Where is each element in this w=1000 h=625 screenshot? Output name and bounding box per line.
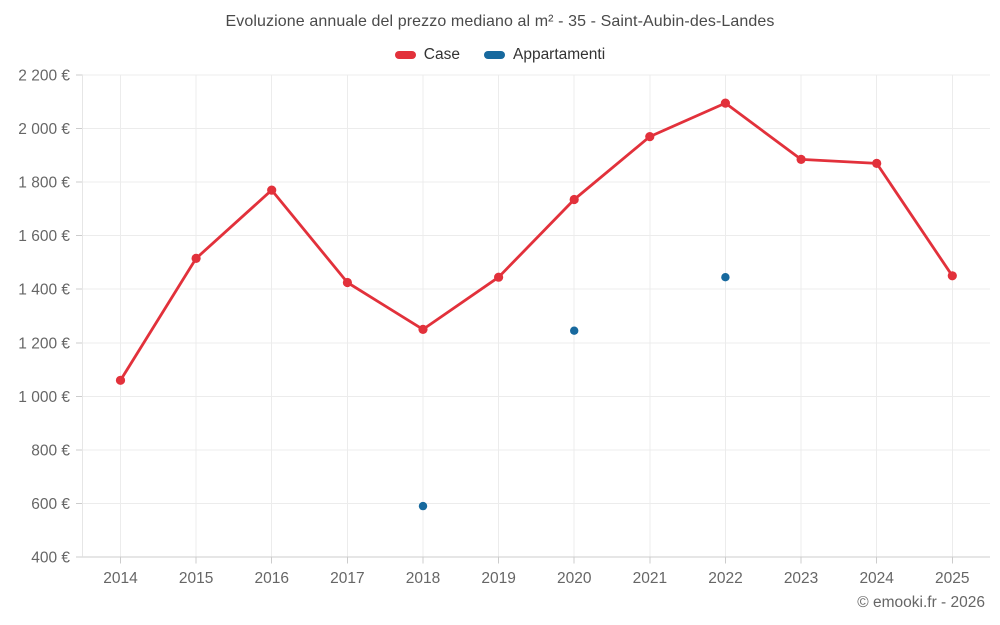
case-line: [119, 101, 954, 382]
x-axis-label: 2022: [708, 570, 742, 587]
case-data-point[interactable]: [418, 324, 428, 334]
case-data-point[interactable]: [115, 375, 126, 385]
x-axis-label: 2020: [557, 570, 592, 587]
appartamenti-data-point[interactable]: [721, 273, 730, 282]
case-series-swatch-icon: [394, 51, 416, 59]
y-axis-label: 1 600 €: [18, 228, 70, 245]
y-axis-label: 2 200 €: [18, 68, 70, 85]
case-data-point[interactable]: [569, 194, 579, 205]
case-data-point[interactable]: [796, 154, 806, 164]
x-axis-label: 2016: [254, 570, 288, 587]
case-data-point[interactable]: [342, 277, 352, 288]
y-axis-label: 1 400 €: [18, 282, 70, 299]
x-axis-label: 2014: [103, 570, 138, 587]
x-axis-label: 2018: [406, 570, 440, 587]
case-data-point[interactable]: [872, 158, 882, 168]
x-axis-label: 2019: [481, 570, 515, 587]
appartamenti-data-point[interactable]: [418, 501, 428, 511]
appartamenti-data-point[interactable]: [570, 326, 579, 335]
y-axis-label: 1 800 €: [18, 175, 70, 192]
case-data-point[interactable]: [191, 253, 201, 263]
copyright-footer: © emooki.fr - 2026: [857, 594, 985, 611]
case-data-point[interactable]: [720, 98, 731, 108]
y-axis-label: 400 €: [31, 550, 70, 567]
legend: Case Appartamenti: [0, 46, 1000, 64]
x-axis-label: 2025: [935, 570, 969, 587]
y-axis-label: 2 000 €: [18, 121, 70, 138]
y-axis-label: 1 200 €: [18, 335, 70, 352]
x-axis-label: 2024: [859, 570, 894, 587]
legend-label-case: Case: [423, 46, 460, 63]
appartamenti-series-swatch-icon: [483, 51, 505, 59]
case-data-point[interactable]: [947, 271, 957, 281]
x-axis-label: 2015: [179, 570, 213, 587]
chart-title: Evoluzione annuale del prezzo mediano al…: [225, 13, 775, 30]
case-data-point[interactable]: [645, 132, 655, 142]
x-axis-label: 2021: [633, 570, 667, 587]
case-data-point[interactable]: [494, 272, 504, 282]
y-axis-label: 800 €: [31, 442, 70, 459]
y-axis-label: 1 000 €: [18, 389, 70, 406]
y-axis-label: 600 €: [31, 496, 70, 513]
legend-label-appartamenti: Appartamenti: [512, 46, 606, 63]
x-axis-label: 2017: [330, 570, 364, 587]
x-axis-label: 2023: [784, 570, 818, 587]
legend-item-appartamenti[interactable]: Appartamenti: [483, 46, 606, 64]
legend-item-case[interactable]: Case: [394, 46, 460, 64]
case-data-point[interactable]: [267, 185, 277, 195]
